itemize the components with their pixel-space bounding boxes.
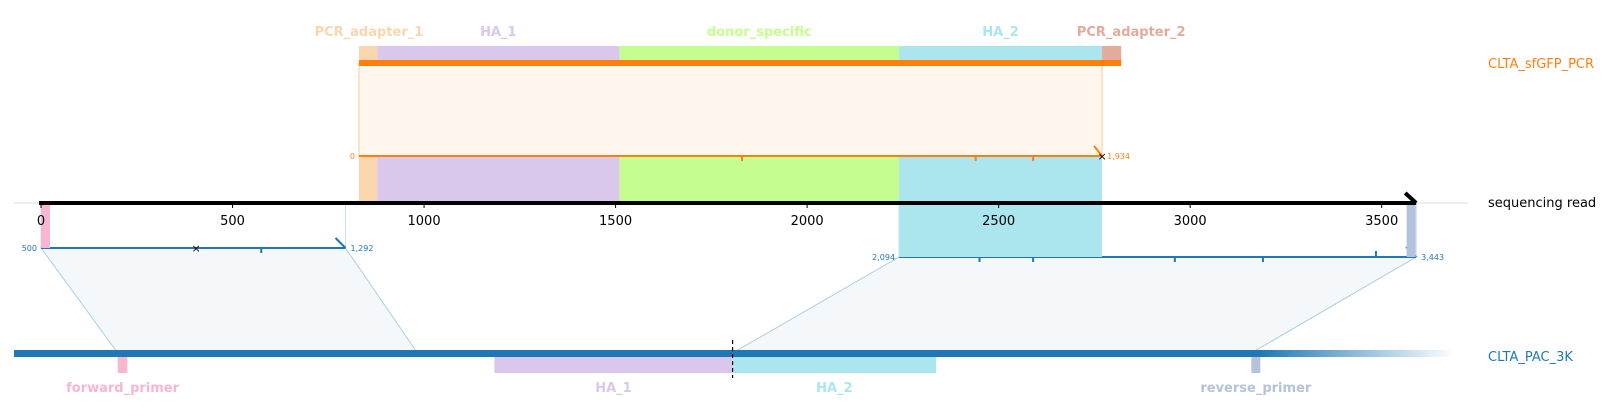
top-feature-0-block [358,46,378,61]
top-feature-0-projection [358,156,378,203]
top-feature-4-label: PCR_adapter_2 [1077,25,1186,40]
reference-tick-label-7: 3500 [1365,214,1398,229]
bottom-ha2-projection [899,203,1103,257]
reference-tick-label-0: 0 [37,214,45,229]
bottom-reverse-primer-projection [1406,203,1416,257]
reference-tick-label-5: 2500 [982,214,1015,229]
bottom-feature-3-block [1251,353,1261,373]
top-feature-3-projection [899,156,1103,203]
top-feature-2-projection [619,156,900,203]
top-feature-3-block [899,46,1103,61]
bottom-alignment-0-start-label: 500 [22,244,37,253]
bottom-alignment-0-arrow [334,237,347,249]
bottom-track-bar-fade [1259,350,1455,357]
top-feature-1-projection [377,156,620,203]
top-feature-1-label: HA_1 [480,25,517,40]
reference-tick-label-4: 2000 [791,214,824,229]
bottom-feature-3-label: reverse_primer [1200,381,1312,396]
reference-tick-label-1: 500 [220,214,245,229]
top-feature-4-projection [1102,156,1105,203]
bottom-alignment-0-region [40,247,419,354]
bottom-feature-2-label: HA_2 [816,381,853,396]
reference-axis-arrow [1403,191,1418,205]
reference-tick-label-2: 1000 [408,214,441,229]
bottom-feature-0-block [117,353,128,373]
bottom-feature-1-block [494,353,733,373]
reference-tick-label-3: 1500 [599,214,632,229]
bottom-forward-primer-projection [41,203,50,248]
bottom-alignment-0-x-0: × [192,242,201,255]
top-track-bar [358,60,1122,66]
top-track-name: CLTA_sfGFP_PCR [1488,57,1594,72]
top-mismatch-x-0: × [1097,150,1106,163]
top-feature-4-block [1102,46,1122,61]
top-feature-3-label: HA_2 [982,25,1019,40]
top-alignment-region [358,62,1103,157]
bottom-alignment-1-end-label: 3,443 [1421,253,1444,262]
top-alignment-end-label: 1,934 [1107,152,1130,161]
bottom-feature-1-label: HA_1 [595,381,632,396]
top-feature-0-label: PCR_adapter_1 [315,25,424,40]
bottom-alignment-0-end-label: 1,292 [351,244,374,253]
bottom-track-bar [14,350,1260,357]
bottom-alignment-1-start-label: 2,094 [872,253,895,262]
top-feature-2-label: donor_specific [707,25,812,40]
top-feature-1-block [377,46,620,61]
top-feature-2-block [619,46,900,61]
bottom-track-name: CLTA_PAC_3K [1488,350,1573,365]
reference-axis-name: sequencing read [1488,196,1596,211]
top-alignment-start-label: 0 [350,152,355,161]
bottom-feature-2-block [732,353,937,373]
top-alignment-arrow [1093,145,1103,157]
bottom-alignment-1-region [730,256,1419,354]
reference-tick-label-6: 3000 [1174,214,1207,229]
bottom-feature-0-label: forward_primer [66,381,180,396]
